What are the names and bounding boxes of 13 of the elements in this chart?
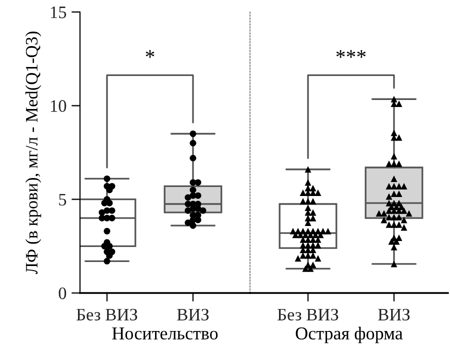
x-axis-title: Острая форма (296, 326, 403, 344)
y-tick-label: 15 (50, 6, 66, 18)
y-tick-label: 5 (59, 194, 66, 206)
annotation: * (146, 50, 154, 58)
y-tick-label: 10 (50, 100, 66, 112)
x-axis-title: Носительство (112, 328, 218, 340)
x-tick-label: Без ВИЗ (278, 308, 338, 320)
x-tick-label: ВИЗ (378, 308, 410, 320)
y-axis-title: ЛФ (в крови), мг/л - Med(Q1-Q3) (25, 32, 42, 274)
y-tick-label: 0 (58, 287, 66, 300)
x-tick-label: Без ВИЗ (76, 308, 138, 320)
x-tick-label: ВИЗ (177, 308, 209, 320)
annotation: *** (336, 50, 366, 58)
